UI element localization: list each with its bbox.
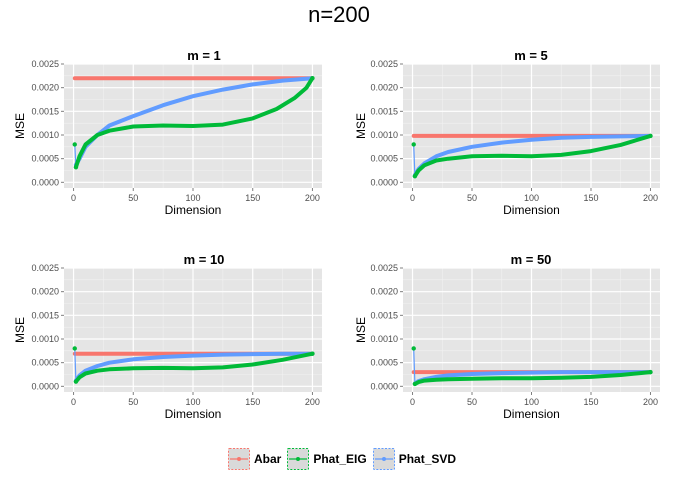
x-axis-label: Dimension xyxy=(165,203,222,217)
x-axis-label: Dimension xyxy=(503,407,560,421)
y-tick-label: 0.0015 xyxy=(370,310,398,320)
x-tick-label: 100 xyxy=(524,397,539,407)
x-tick-label: 50 xyxy=(128,193,138,203)
series-point-phat-eig xyxy=(411,142,416,147)
x-tick-label: 0 xyxy=(71,193,76,203)
series-line-phat-eig xyxy=(73,351,315,384)
legend-label: Phat_EIG xyxy=(313,452,367,466)
legend-item: Phat_SVD xyxy=(372,448,457,470)
y-tick-label: 0.0025 xyxy=(370,263,398,273)
x-tick-label: 150 xyxy=(245,193,260,203)
facet-panel: 0 50 100 150 200 0.0000 0.0005 0.0010 0.0015 0.00… xyxy=(13,48,322,217)
y-tick-label: 0.0000 xyxy=(370,177,398,187)
y-tick-label: 0.0020 xyxy=(31,287,59,297)
y-tick-label: 0.0010 xyxy=(370,130,398,140)
x-tick-label: 100 xyxy=(524,193,539,203)
facet-panel: 0 50 100 150 200 0.0000 0.0005 0.0010 0.0015 0.00… xyxy=(354,252,660,421)
series-line-phat-eig xyxy=(73,76,315,170)
y-tick-label: 0.0005 xyxy=(31,154,59,164)
y-tick-label: 0.0020 xyxy=(31,83,59,93)
y-tick-label: 0.0000 xyxy=(370,381,398,391)
facet-panel: 0 50 100 150 200 0.0000 0.0005 0.0010 0.0015 0.00… xyxy=(13,252,322,421)
x-tick-label: 100 xyxy=(185,193,200,203)
x-tick-label: 100 xyxy=(185,397,200,407)
series-point-phat-eig xyxy=(411,346,416,351)
x-axis-label: Dimension xyxy=(165,407,222,421)
y-axis-label: MSE xyxy=(354,317,368,343)
legend-label: Abar xyxy=(254,452,282,466)
x-axis-label: Dimension xyxy=(503,203,560,217)
series-point-phat-eig xyxy=(73,379,79,384)
legend-key-point xyxy=(381,457,386,461)
legend-label: Phat_SVD xyxy=(398,452,457,466)
x-tick-label: 200 xyxy=(305,397,320,407)
y-axis-label: MSE xyxy=(354,113,368,139)
x-tick-label: 0 xyxy=(410,193,415,203)
series-line-phat-eig xyxy=(412,370,653,386)
facet-title: m = 1 xyxy=(187,48,221,63)
series-point-phat-eig xyxy=(310,351,315,356)
y-axis-label: MSE xyxy=(13,317,27,343)
series-point-phat-eig xyxy=(310,75,315,81)
series-line-phat-eig-connector xyxy=(74,348,77,382)
series-line-phat-svd xyxy=(73,351,315,383)
y-tick-label: 0.0005 xyxy=(370,154,398,164)
figure-title: n=200 xyxy=(308,2,370,27)
y-tick-label: 0.0020 xyxy=(370,287,398,297)
facet-panel: 0 50 100 150 200 0.0000 0.0005 0.0010 0.0015 0.00… xyxy=(354,48,660,217)
x-tick-label: 200 xyxy=(305,193,320,203)
y-tick-label: 0.0005 xyxy=(370,358,398,368)
x-tick-label: 0 xyxy=(410,397,415,407)
y-tick-label: 0.0020 xyxy=(370,83,398,93)
series-point-phat-eig xyxy=(412,381,418,387)
series-point-phat-eig xyxy=(648,133,653,139)
y-tick-label: 0.0000 xyxy=(31,381,59,391)
facet-title: m = 10 xyxy=(184,252,225,267)
series-point-phat-eig xyxy=(412,173,418,179)
legend-key-point xyxy=(296,457,301,461)
x-tick-label: 50 xyxy=(128,397,138,407)
series-line-phat-eig xyxy=(412,133,653,179)
y-axis-label: MSE xyxy=(13,113,27,139)
legend: Abar Phat_EIG Phat_SVD xyxy=(228,445,462,473)
series-line-phat-eig-connector xyxy=(413,144,416,177)
x-tick-label: 200 xyxy=(643,193,658,203)
legend-item: Abar xyxy=(228,448,281,470)
x-tick-label: 50 xyxy=(467,397,477,407)
y-tick-label: 0.0015 xyxy=(31,310,59,320)
y-tick-label: 0.0000 xyxy=(31,177,59,187)
y-tick-label: 0.0005 xyxy=(31,358,59,368)
x-tick-label: 150 xyxy=(583,193,598,203)
x-tick-label: 50 xyxy=(467,193,477,203)
series-line-phat-eig-connector xyxy=(413,348,416,385)
legend-key-point xyxy=(237,457,241,461)
y-tick-label: 0.0010 xyxy=(370,334,398,344)
x-tick-label: 150 xyxy=(583,397,598,407)
y-tick-label: 0.0010 xyxy=(31,334,59,344)
y-tick-label: 0.0025 xyxy=(370,59,398,69)
x-tick-label: 150 xyxy=(245,397,260,407)
facet-title: m = 50 xyxy=(511,252,552,267)
legend-item: Phat_EIG xyxy=(287,448,367,470)
series-point-phat-eig xyxy=(72,346,77,351)
y-tick-label: 0.0025 xyxy=(31,59,59,69)
y-tick-label: 0.0025 xyxy=(31,263,59,273)
legend-key xyxy=(287,448,310,470)
legend-key xyxy=(372,448,395,470)
legend-key xyxy=(228,448,250,470)
series-point-phat-eig xyxy=(72,142,77,147)
x-tick-label: 0 xyxy=(71,397,76,407)
y-tick-label: 0.0010 xyxy=(31,130,59,140)
x-tick-label: 200 xyxy=(643,397,658,407)
series-point-phat-eig xyxy=(73,164,79,170)
y-tick-label: 0.0015 xyxy=(31,106,59,116)
series-point-phat-eig xyxy=(648,369,653,375)
facet-title: m = 5 xyxy=(514,48,548,63)
y-tick-label: 0.0015 xyxy=(370,106,398,116)
